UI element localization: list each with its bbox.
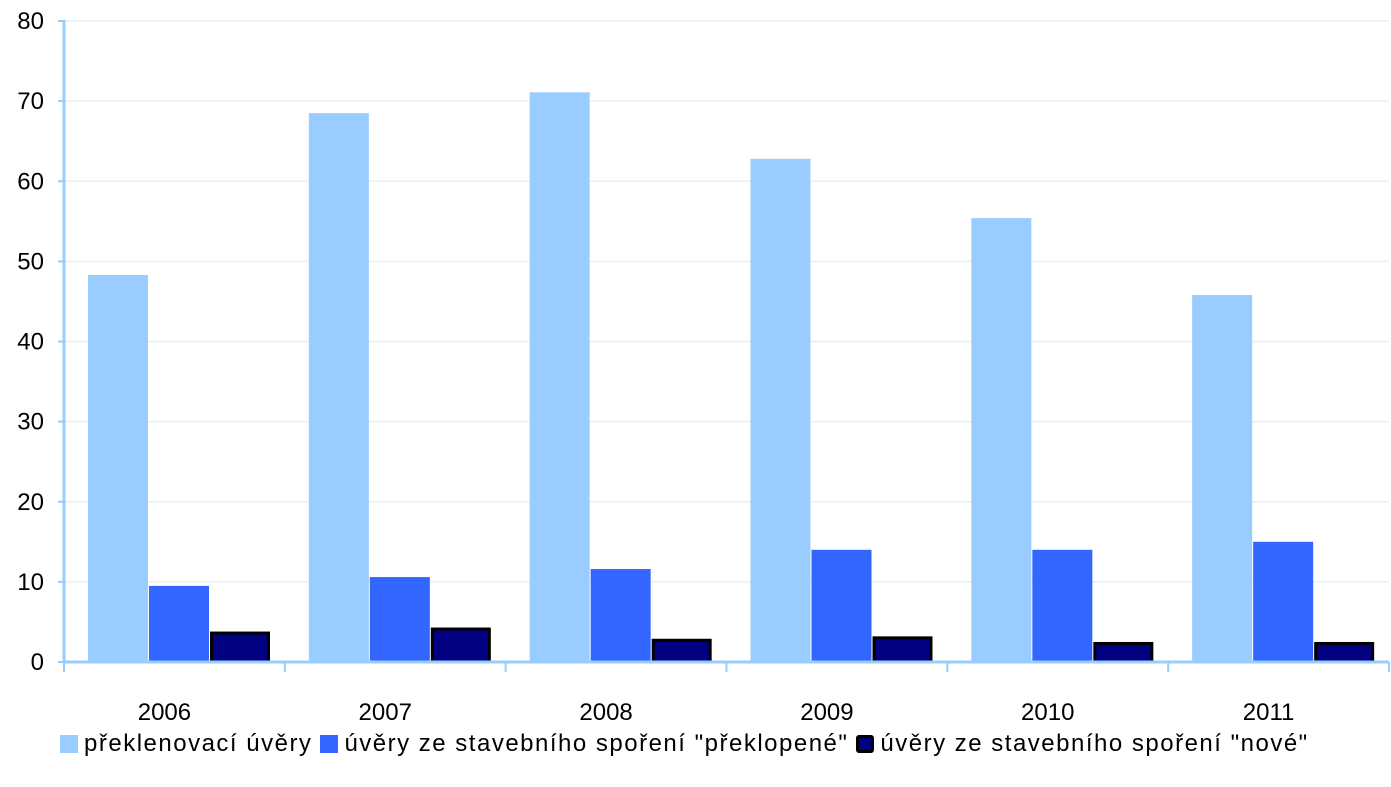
bar-2011-series-3 <box>1314 641 1375 664</box>
legend-swatch-preklopene <box>320 735 339 753</box>
y-tick-label: 30 <box>17 409 44 436</box>
x-tick-label: 2008 <box>579 699 632 726</box>
bar-2008-series-1 <box>529 92 590 662</box>
y-tick-label: 70 <box>17 88 44 115</box>
grid-layer <box>64 20 1389 583</box>
bar-2010-series-1 <box>971 218 1032 663</box>
y-tick-label: 60 <box>17 168 44 195</box>
legend-label-nove: úvěry ze stavebního spoření "nové" <box>880 730 1309 757</box>
x-tick-label: 2006 <box>138 699 191 726</box>
bar-2010-series-3 <box>1093 641 1154 664</box>
y-tick-label: 40 <box>17 329 44 356</box>
bar-2008-series-3 <box>651 638 712 664</box>
bar-2008-series-2 <box>590 569 651 662</box>
bar-2006-series-1 <box>88 274 148 662</box>
y-tick-label: 0 <box>31 649 44 676</box>
legend-swatch-preklenovaci <box>60 735 78 753</box>
bar-2011-series-2 <box>1253 541 1314 662</box>
bar-2006-series-3 <box>210 631 270 664</box>
x-tick-label: 2010 <box>1021 699 1074 726</box>
x-tick-label: 2007 <box>359 699 412 726</box>
y-tick-label: 10 <box>17 569 44 596</box>
x-tick-label: 2011 <box>1243 699 1295 726</box>
y-tick-label: 80 <box>17 8 44 35</box>
label-layer: 0 10 20 30 40 50 60 70 80 2006 2007 2008 2009 2010 201… <box>17 8 1294 726</box>
bar-2007-series-3 <box>430 627 491 664</box>
legend-item-nove[interactable]: úvěry ze stavebního spoření "nové" <box>856 730 1308 758</box>
legend-label-preklenovaci: překlenovací úvěry <box>84 730 313 757</box>
y-tick-label: 50 <box>17 248 44 275</box>
legend-label-preklopene: úvěry ze stavebního spoření "překlopené" <box>344 730 849 757</box>
bar-2010-series-2 <box>1032 549 1093 662</box>
x-tick-label: 2009 <box>800 699 853 726</box>
bar-2007-series-1 <box>308 113 369 663</box>
bar-2011-series-1 <box>1192 295 1253 662</box>
legend-swatch-nove <box>856 735 875 753</box>
bar-2007-series-2 <box>369 577 430 662</box>
legend-item-preklopene[interactable]: úvěry ze stavebního spoření "překlopené" <box>320 730 848 758</box>
bar-2009-series-3 <box>872 636 933 664</box>
bar-2006-series-2 <box>149 585 209 662</box>
legend-item-preklenovaci[interactable]: překlenovací úvěry <box>60 730 312 758</box>
legend: překlenovací úvěry úvěry ze stavebního s… <box>60 724 1317 764</box>
bar-2009-series-1 <box>750 158 811 662</box>
bars-layer <box>88 92 1375 664</box>
axis-layer <box>58 20 1390 672</box>
y-tick-label: 20 <box>17 489 44 516</box>
bar-2009-series-2 <box>811 549 872 662</box>
